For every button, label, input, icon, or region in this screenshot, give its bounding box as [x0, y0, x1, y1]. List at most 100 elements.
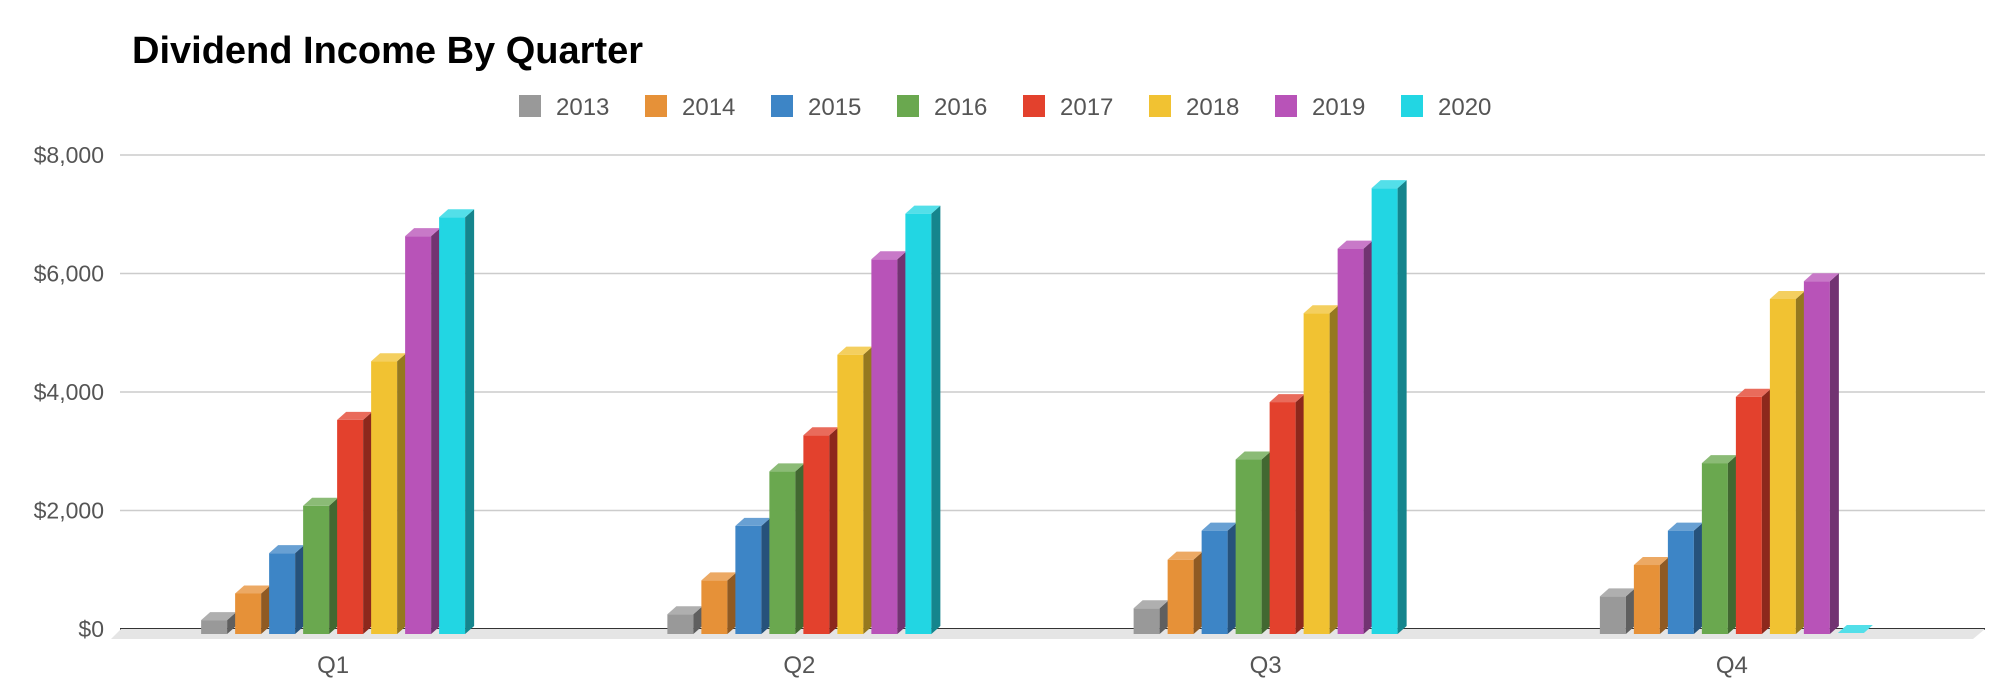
y-tick-label: $4,000: [34, 379, 104, 405]
bar-front: [1133, 608, 1160, 634]
bar-side: [1625, 588, 1635, 634]
bar-side: [693, 606, 703, 634]
bar-side: [1829, 273, 1839, 634]
bar-q4-2014: [1633, 557, 1669, 634]
bar-side: [329, 497, 339, 634]
bar-side: [1159, 600, 1169, 634]
bar-top: [1303, 305, 1339, 314]
bar-top: [837, 346, 873, 355]
bar-q4-2019: [1803, 273, 1839, 634]
bar-top: [1701, 455, 1737, 464]
bar-q3-2018: [1303, 305, 1339, 634]
bar-q1-2020: [439, 209, 475, 634]
bar-q4-2020: [1837, 625, 1873, 633]
bar-top: [1599, 588, 1635, 597]
legend: 2013 2014 2015 2016 2017 2018 2019 2020: [519, 94, 1491, 121]
bar-top: [769, 463, 805, 472]
floor-plane: [111, 629, 1985, 639]
bar-side: [1761, 388, 1771, 634]
bar-q1-2013: [201, 612, 237, 634]
legend-item-2018: 2018: [1149, 94, 1239, 121]
bar-front: [337, 419, 364, 634]
legend-item-2017: 2017: [1023, 94, 1113, 121]
bar-top: [1337, 240, 1373, 249]
y-tick-label: $0: [78, 616, 104, 642]
bar-side: [1659, 557, 1669, 634]
bar-top: [735, 517, 771, 526]
bar-side: [727, 572, 737, 634]
legend-item-2014: 2014: [645, 94, 735, 121]
bar-side: [1329, 305, 1339, 634]
bar-front: [1337, 248, 1364, 635]
bar-top: [667, 606, 703, 615]
bar-top: [1133, 600, 1169, 609]
bar-side: [1795, 290, 1805, 634]
legend-label: 2018: [1186, 94, 1239, 121]
bar-top: [803, 427, 839, 436]
bar-top: [1201, 522, 1237, 531]
bar-top: [1735, 388, 1771, 397]
bar-side: [397, 353, 407, 634]
bar-top: [1269, 394, 1305, 403]
bar-top: [405, 228, 441, 237]
bar-side: [261, 585, 271, 634]
bar-top: [337, 411, 373, 420]
bar-side: [1363, 240, 1373, 635]
legend-label: 2017: [1060, 94, 1113, 121]
chart-floor: [111, 629, 1985, 639]
bar-front: [1735, 396, 1762, 634]
bar-top: [1769, 290, 1805, 299]
bar-q1-2016: [303, 497, 339, 634]
bar-front: [1667, 530, 1694, 634]
bar-front: [803, 435, 830, 634]
bar-top: [1633, 557, 1669, 566]
bar-q3-2017: [1269, 394, 1305, 634]
bar-side: [931, 205, 941, 634]
bar-front: [701, 580, 728, 634]
bar-top: [1667, 522, 1703, 531]
legend-item-2016: 2016: [897, 94, 987, 121]
bar-top: [701, 572, 737, 581]
bar-q4-2016: [1701, 455, 1737, 634]
bar-top: [871, 251, 907, 260]
bar-q4-2015: [1667, 522, 1703, 634]
bar-q2-2013: [667, 606, 703, 634]
legend-item-2015: 2015: [771, 94, 861, 121]
bar-top: [303, 497, 339, 506]
bar-side: [1227, 522, 1237, 634]
bar-q3-2013: [1133, 600, 1169, 634]
legend-swatch: [1275, 95, 1297, 117]
bars: [201, 180, 1873, 635]
bar-top: [371, 353, 407, 362]
legend-label: 2015: [808, 94, 861, 121]
bar-top: [235, 585, 271, 594]
bar-q2-2015: [735, 517, 771, 634]
legend-swatch: [645, 95, 667, 117]
y-tick-label: $8,000: [34, 142, 104, 168]
bar-q3-2019: [1337, 240, 1373, 635]
bar-front: [905, 213, 932, 634]
bar-q3-2014: [1167, 551, 1203, 634]
x-tick-label: Q2: [783, 652, 815, 679]
bar-front: [1201, 530, 1228, 634]
bar-q1-2017: [337, 411, 373, 634]
bar-q3-2015: [1201, 522, 1237, 634]
legend-swatch: [1401, 95, 1423, 117]
legend-item-2020: 2020: [1401, 94, 1491, 121]
bar-top: [905, 205, 941, 214]
legend-item-2019: 2019: [1275, 94, 1365, 121]
bar-side: [761, 517, 771, 634]
x-tick-label: Q1: [317, 652, 349, 679]
bar-q3-2016: [1235, 451, 1271, 634]
bar-side: [1261, 451, 1271, 634]
x-tick-label: Q4: [1716, 652, 1748, 679]
bar-top: [1371, 180, 1407, 189]
bar-front: [1371, 188, 1398, 634]
bar-side: [829, 427, 839, 634]
bar-front: [269, 553, 296, 634]
bar-q1-2014: [235, 585, 271, 634]
bar-q4-2018: [1769, 290, 1805, 634]
bar-front: [1599, 596, 1626, 634]
bar-side: [1295, 394, 1305, 634]
bar-q4-2017: [1735, 388, 1771, 634]
